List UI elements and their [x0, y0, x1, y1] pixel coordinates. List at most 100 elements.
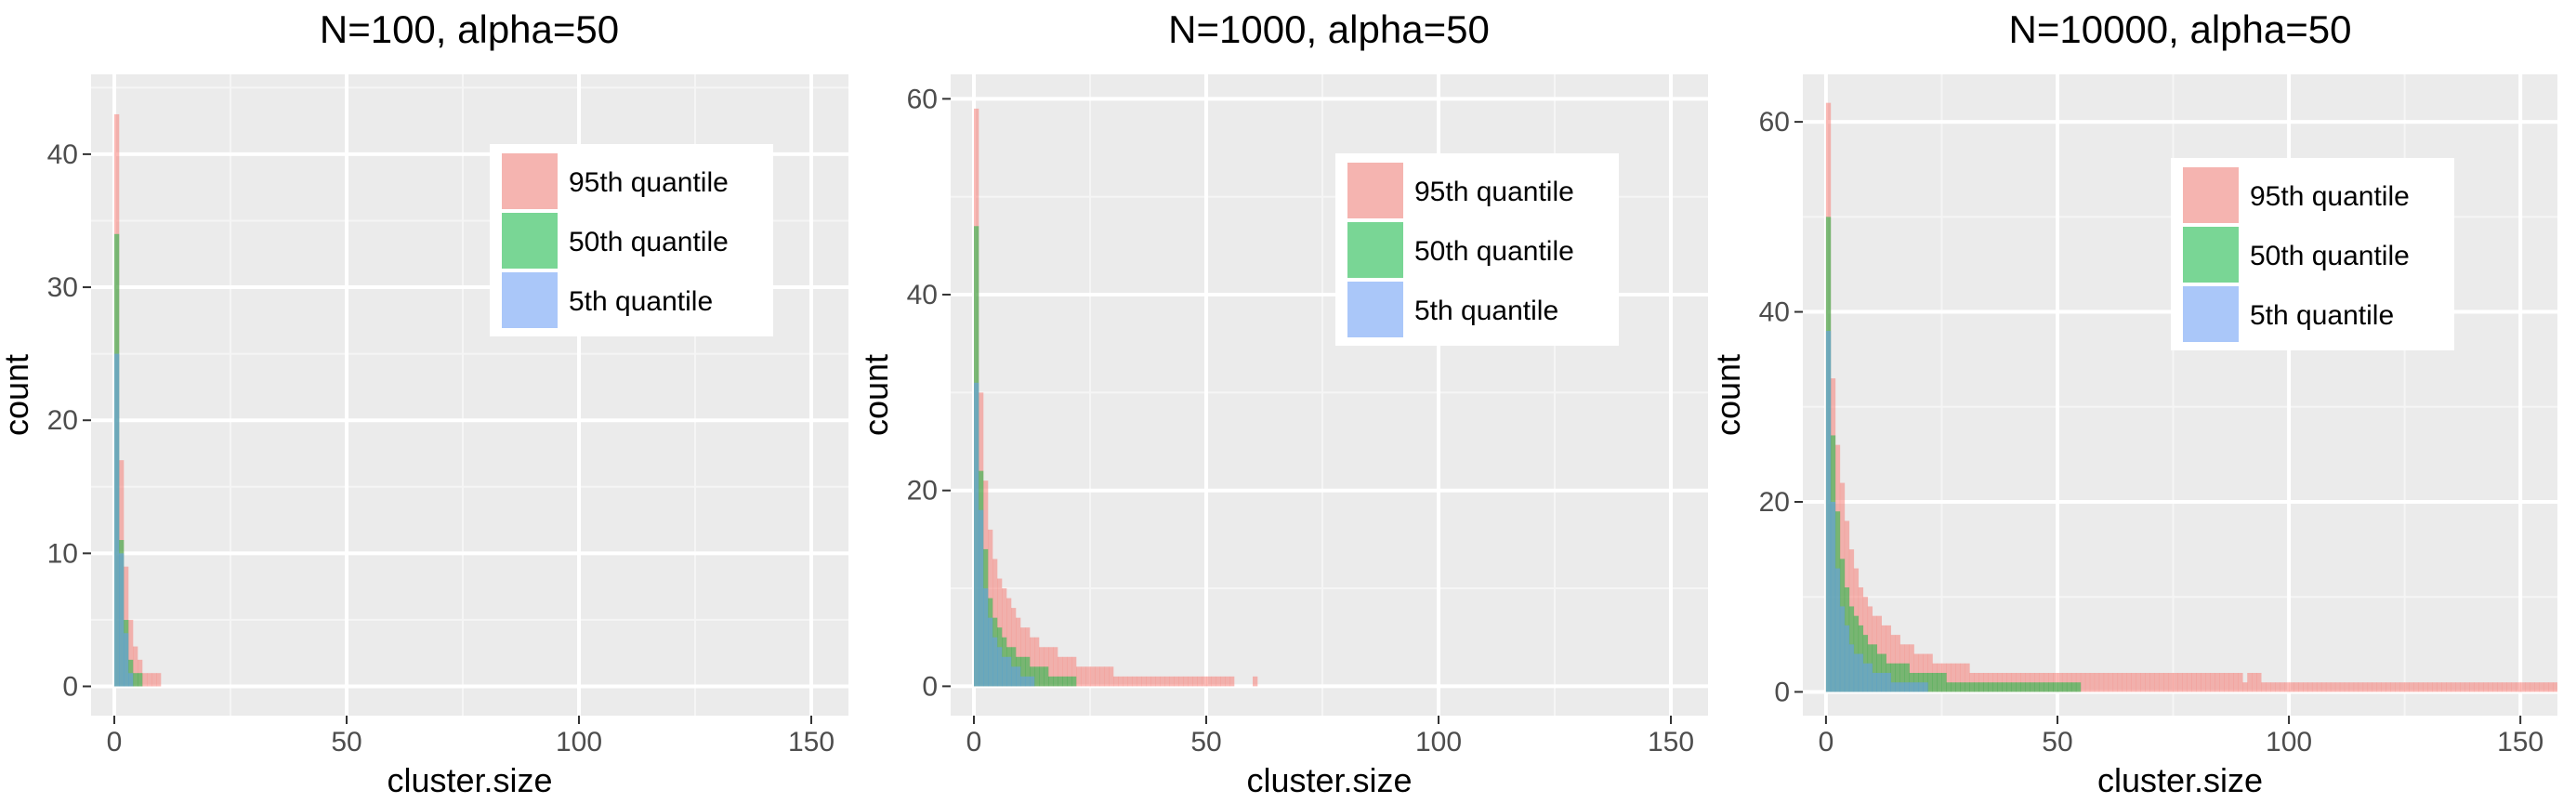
bar: [1006, 598, 1012, 687]
bar: [2016, 682, 2021, 692]
bar: [1927, 673, 1933, 692]
bar: [1206, 676, 1212, 687]
bar: [142, 673, 148, 687]
bar: [2034, 682, 2040, 692]
bar: [1118, 676, 1124, 687]
x-tick-label: 100: [2266, 727, 2312, 757]
bar: [2441, 682, 2447, 692]
bar: [1955, 682, 1961, 692]
bar: [1141, 676, 1147, 687]
legend-key: [502, 213, 558, 269]
x-tick-label: 150: [2497, 727, 2543, 757]
series-5th-quantile: [1825, 331, 1928, 692]
bar: [1067, 656, 1072, 687]
legend: 95th quantile 50th quantile 5th quantile: [2171, 158, 2454, 350]
bar: [147, 673, 152, 687]
bar: [2205, 673, 2211, 692]
bar: [128, 619, 134, 687]
bar: [2039, 682, 2044, 692]
bar: [1030, 676, 1035, 687]
bar: [2390, 682, 2396, 692]
bar: [2511, 682, 2517, 692]
bar: [1983, 682, 1989, 692]
bar: [1220, 676, 1226, 687]
bar: [2284, 682, 2290, 692]
bar: [1229, 676, 1235, 687]
bar: [1858, 653, 1864, 692]
bar: [128, 673, 134, 687]
bar: [1016, 666, 1021, 687]
bar: [1951, 682, 1956, 692]
bar: [1192, 676, 1198, 687]
bar: [979, 509, 984, 687]
bar: [1960, 663, 1965, 692]
bar: [2539, 682, 2544, 692]
bar: [2228, 673, 2234, 692]
bar: [1848, 644, 1855, 692]
bar: [1899, 682, 1905, 692]
bar: [2311, 682, 2318, 692]
bar: [2325, 682, 2332, 692]
bar: [2126, 673, 2132, 692]
bar: [2201, 673, 2206, 692]
bar: [1909, 682, 1914, 692]
legend-key: [502, 272, 558, 328]
y-tick-label: 40: [1759, 297, 1790, 328]
bar: [2030, 682, 2035, 692]
bar: [133, 673, 138, 687]
y-tick-label: 60: [1759, 107, 1790, 138]
bar: [2122, 673, 2128, 692]
bar: [1030, 637, 1035, 687]
bar: [1062, 656, 1068, 687]
bar: [1978, 682, 1984, 692]
legend-label: 50th quantile: [1414, 236, 1574, 267]
bar: [1002, 656, 1007, 687]
bar: [2025, 682, 2031, 692]
bar: [2548, 682, 2554, 692]
bar: [2530, 682, 2535, 692]
bar: [2358, 682, 2364, 692]
bar: [1890, 682, 1896, 692]
bar: [2094, 673, 2100, 692]
chart-title: N=100, alpha=50: [320, 7, 619, 51]
legend-key: [502, 153, 558, 209]
bar: [2149, 673, 2155, 692]
bar: [2404, 682, 2410, 692]
legend: 95th quantile 50th quantile 5th quantile: [490, 144, 773, 336]
y-tick-label: 60: [907, 84, 938, 114]
bar: [2298, 682, 2304, 692]
bar: [2492, 682, 2498, 692]
bar: [1109, 666, 1114, 687]
x-tick-label: 150: [788, 727, 835, 757]
bar: [1150, 676, 1156, 687]
bar: [1895, 663, 1900, 692]
y-tick-label: 0: [62, 672, 78, 703]
x-tick-label: 50: [331, 727, 361, 757]
bar: [1904, 682, 1910, 692]
bar: [1951, 663, 1956, 692]
bar: [2182, 673, 2188, 692]
bar: [1886, 673, 1891, 692]
bar: [2173, 673, 2178, 692]
bar: [138, 659, 143, 687]
bar: [1862, 663, 1869, 692]
bar: [1941, 673, 1947, 692]
bar: [2293, 682, 2299, 692]
bar: [1955, 663, 1961, 692]
x-tick-label: 150: [1648, 727, 1694, 757]
y-tick-label: 10: [47, 538, 78, 569]
x-tick-label: 0: [107, 727, 123, 757]
bar: [2427, 682, 2433, 692]
bar: [2488, 682, 2493, 692]
legend-key: [2183, 227, 2239, 283]
bar: [1974, 682, 1979, 692]
legend-label: 50th quantile: [2250, 241, 2410, 271]
legend-key: [2183, 167, 2239, 223]
bar: [151, 673, 157, 687]
bar: [2256, 673, 2262, 692]
bar: [2330, 682, 2336, 692]
bar: [1844, 625, 1850, 692]
bar: [1160, 676, 1165, 687]
bar: [1053, 647, 1058, 687]
bar: [2112, 673, 2119, 692]
